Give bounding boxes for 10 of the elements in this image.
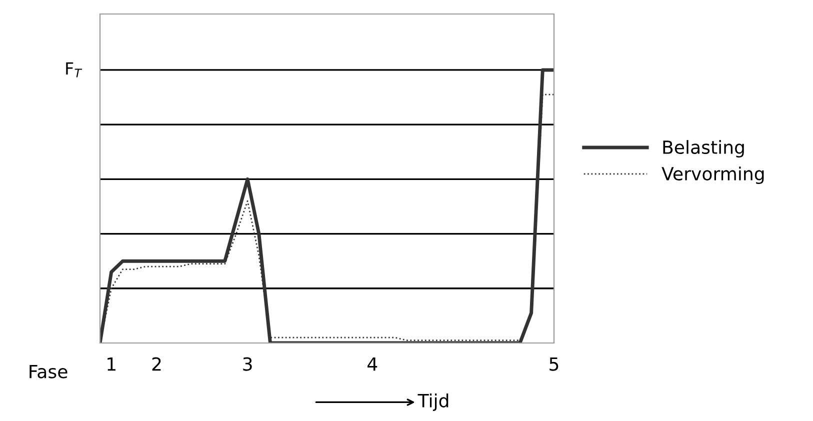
x-tick-label: 2 xyxy=(152,357,161,371)
x-tick-label: 5 xyxy=(550,357,558,371)
x-tick-label: 4 xyxy=(368,357,378,371)
ref-line-label: F$_{T}$ xyxy=(66,62,82,78)
x-tick-label: 1 xyxy=(108,357,116,371)
text: Tijd xyxy=(418,393,448,411)
legend-label: Belasting xyxy=(663,140,744,158)
legend-label: Vervorming xyxy=(662,166,764,184)
x-axis-title: Fase xyxy=(30,364,68,378)
x-tick-label: 3 xyxy=(243,357,252,371)
